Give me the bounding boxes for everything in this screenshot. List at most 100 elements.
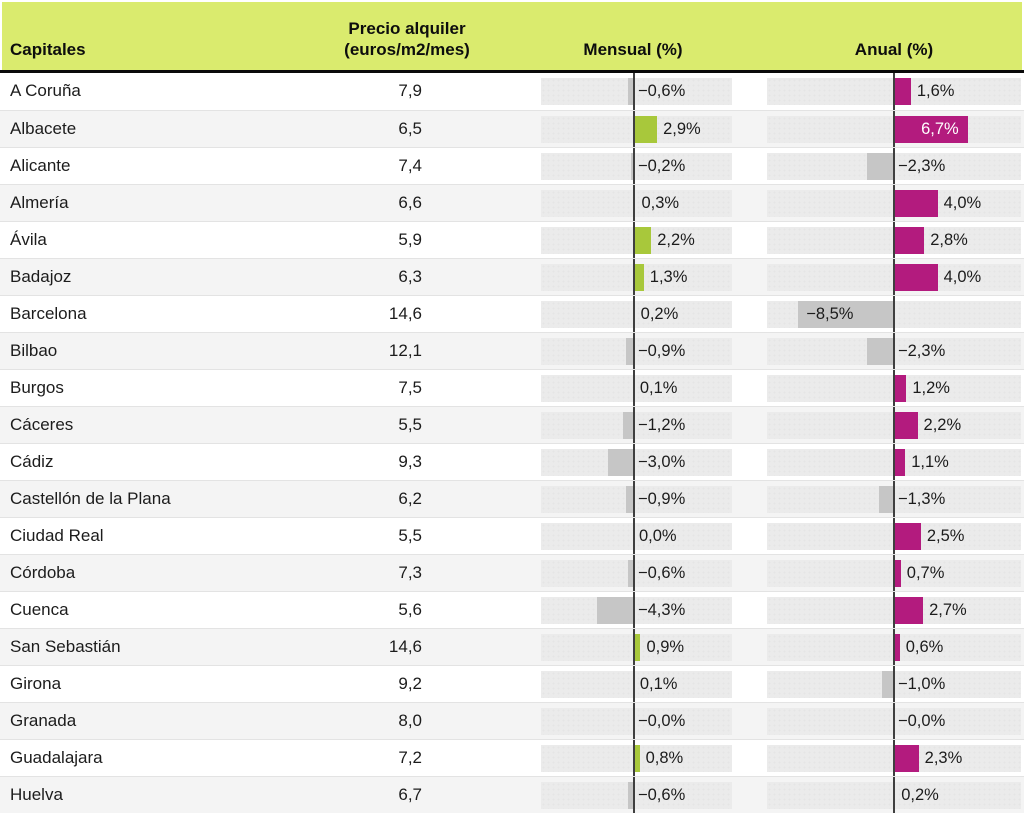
mensual-bar-label: 0,8% xyxy=(645,749,684,767)
bar-track xyxy=(541,412,732,439)
mensual-positive-bar xyxy=(633,116,658,143)
zero-line xyxy=(893,259,895,295)
mensual-negative-bar xyxy=(631,153,633,180)
mensual-bar-cell: −1,2% xyxy=(541,407,732,443)
zero-line xyxy=(893,666,895,702)
zero-line xyxy=(893,740,895,776)
mensual-bar-label: −0,0% xyxy=(638,712,686,730)
price-value: 7,5 xyxy=(398,378,422,397)
anual-bar-cell: 2,3% xyxy=(767,740,1021,776)
table-row: A Coruña 7,9 −0,6% 1,6% xyxy=(0,73,1024,110)
anual-positive-bar xyxy=(893,264,938,291)
mensual-bar-label: −4,3% xyxy=(638,601,686,619)
mensual-negative-bar xyxy=(628,560,633,587)
zero-line xyxy=(633,592,635,628)
mensual-bar-cell: 2,2% xyxy=(541,222,732,258)
anual-bar-cell: 1,1% xyxy=(767,444,1021,480)
bar-track xyxy=(541,190,732,217)
zero-line xyxy=(633,555,635,591)
header-precio-line2: (euros/m2/mes) xyxy=(344,40,470,59)
price-value: 14,6 xyxy=(388,304,422,323)
city-name: Cuenca xyxy=(10,600,69,619)
table-row: Cáceres 5,5 −1,2% 2,2% xyxy=(0,406,1024,443)
city-name: Badajoz xyxy=(10,267,72,286)
city-name: Granada xyxy=(10,711,77,730)
table-row: Alicante 7,4 −0,2% −2,3% xyxy=(0,147,1024,184)
mensual-bar-label: −1,2% xyxy=(638,416,686,434)
table-row: Almería 6,6 0,3% 4,0% xyxy=(0,184,1024,221)
anual-bar-cell: −8,5% xyxy=(767,296,1021,332)
mensual-bar-cell: −0,6% xyxy=(541,555,732,591)
anual-negative-bar xyxy=(867,153,893,180)
anual-bar-label: −2,3% xyxy=(898,157,946,175)
mensual-positive-bar xyxy=(633,227,652,254)
price-value: 7,2 xyxy=(398,748,422,767)
city-name: Albacete xyxy=(10,119,77,138)
zero-line xyxy=(633,666,635,702)
anual-bar-label: 2,5% xyxy=(926,527,965,545)
mensual-bar-cell: −0,6% xyxy=(541,777,732,813)
anual-bar-label: 0,6% xyxy=(905,638,944,656)
anual-bar-label: 1,6% xyxy=(916,82,955,100)
anual-bar-label: 0,7% xyxy=(906,564,945,582)
bar-track xyxy=(541,78,732,105)
anual-bar-label: −2,3% xyxy=(898,342,946,360)
table-row: Albacete 6,5 2,9% 6,7% xyxy=(0,110,1024,147)
mensual-negative-bar xyxy=(608,449,633,476)
table-row: San Sebastián 14,6 0,9% 0,6% xyxy=(0,628,1024,665)
anual-bar-label: −0,0% xyxy=(898,712,946,730)
table-row: Bilbao 12,1 −0,9% −2,3% xyxy=(0,332,1024,369)
anual-negative-bar xyxy=(881,671,893,698)
table-row: Cuenca 5,6 −4,3% 2,7% xyxy=(0,591,1024,628)
city-name: Almería xyxy=(10,193,69,212)
table-row: Castellón de la Plana 6,2 −0,9% −1,3% xyxy=(0,480,1024,517)
anual-positive-bar xyxy=(893,375,907,402)
zero-line xyxy=(893,703,895,739)
anual-positive-bar xyxy=(893,634,900,661)
anual-bar-cell: −2,3% xyxy=(767,333,1021,369)
bar-track xyxy=(541,523,732,550)
city-name: Ávila xyxy=(10,230,47,249)
anual-bar-cell: 4,0% xyxy=(767,259,1021,295)
table-row: Ciudad Real 5,5 0,0% 2,5% xyxy=(0,517,1024,554)
anual-bar-label: 6,7% xyxy=(921,120,959,138)
mensual-bar-cell: −4,3% xyxy=(541,592,732,628)
bar-track xyxy=(541,449,732,476)
anual-bar-cell: 0,2% xyxy=(767,777,1021,813)
anual-bar-label: 1,2% xyxy=(912,379,950,397)
mensual-bar-label: −3,0% xyxy=(638,453,686,471)
header-divider xyxy=(0,70,1024,73)
price-value: 5,5 xyxy=(398,526,422,545)
header-precio-line1: Precio alquiler xyxy=(348,19,466,38)
city-name: Cáceres xyxy=(10,415,74,434)
city-name: A Coruña xyxy=(10,81,81,100)
bar-track xyxy=(541,375,732,402)
mensual-bar-cell: −0,9% xyxy=(541,481,732,517)
mensual-bar-cell: 0,3% xyxy=(541,185,732,221)
zero-line xyxy=(893,148,895,184)
bar-track xyxy=(541,301,732,328)
zero-line xyxy=(893,518,895,554)
anual-bar-label: 2,2% xyxy=(923,416,962,434)
anual-negative-bar xyxy=(878,486,893,513)
anual-bar-cell: 6,7% xyxy=(767,111,1021,147)
table-row: Barcelona 14,6 0,2% −8,5% xyxy=(0,295,1024,332)
price-value: 12,1 xyxy=(388,341,422,360)
zero-line xyxy=(893,444,895,480)
mensual-bar-label: 0,1% xyxy=(639,675,678,693)
city-name: Burgos xyxy=(10,378,64,397)
city-name: Barcelona xyxy=(10,304,87,323)
table-row: Granada 8,0 −0,0% −0,0% xyxy=(0,702,1024,739)
anual-positive-bar xyxy=(893,597,924,624)
header-precio-alquiler: Precio alquiler (euros/m2/mes) xyxy=(330,18,541,70)
zero-line xyxy=(633,407,635,443)
price-value: 5,5 xyxy=(398,415,422,434)
zero-line xyxy=(633,370,635,406)
mensual-bar-cell: 0,2% xyxy=(541,296,732,332)
anual-positive-bar xyxy=(893,449,906,476)
city-name: Cádiz xyxy=(10,452,54,471)
city-name: Castellón de la Plana xyxy=(10,489,171,508)
mensual-negative-bar xyxy=(628,78,633,105)
mensual-bar-label: 0,3% xyxy=(641,194,680,212)
price-value: 7,9 xyxy=(398,81,422,100)
